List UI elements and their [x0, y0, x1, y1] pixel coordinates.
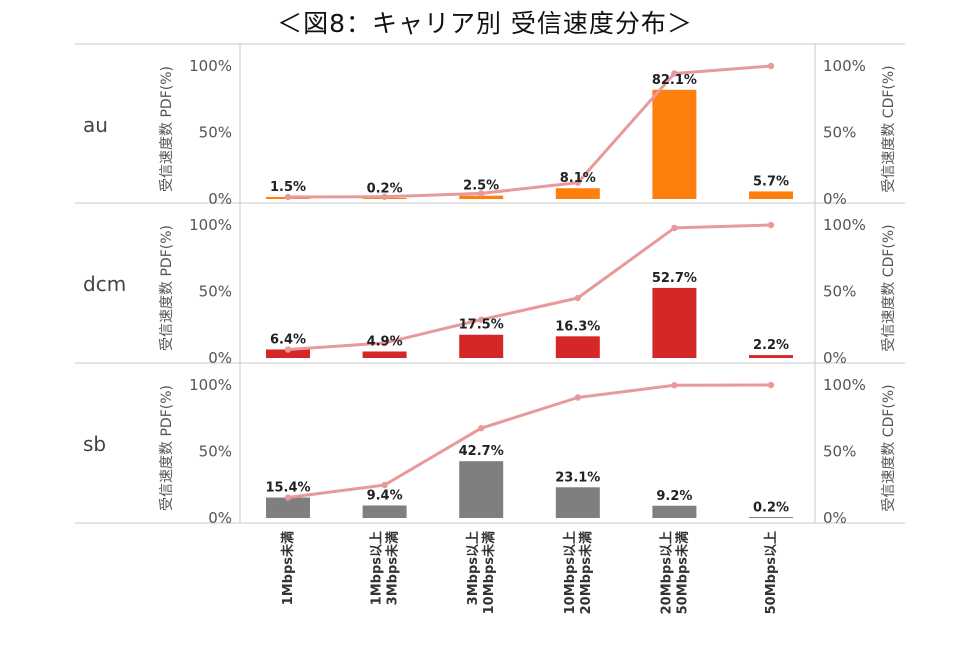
data-label-dcm: 2.2% — [753, 338, 789, 353]
bar-sb — [555, 487, 600, 518]
cdf-point-au — [284, 193, 292, 201]
left-axis-title: 受信速度数 PDF(%) — [159, 66, 175, 192]
left-tick-label: 0% — [208, 349, 232, 367]
data-label-au: 1.5% — [270, 180, 306, 195]
bar-sb — [652, 505, 697, 518]
cdf-point-au — [671, 70, 678, 77]
right-tick-label: 100% — [823, 216, 866, 234]
left-axis-title: 受信速度数 PDF(%) — [159, 225, 175, 351]
left-tick-label: 50% — [199, 124, 232, 142]
data-label-dcm: 4.9% — [367, 334, 403, 349]
cdf-point-sb — [284, 494, 292, 501]
data-label-sb: 9.4% — [367, 488, 403, 503]
right-axis-title: 受信速度数 CDF(%) — [881, 224, 897, 351]
cdf-point-dcm — [574, 294, 581, 302]
panel-label-dcm: dcm — [83, 272, 126, 296]
right-axis-title: 受信速度数 CDF(%) — [881, 384, 897, 511]
cdf-point-au — [381, 193, 388, 200]
bar-dcm — [555, 336, 600, 358]
data-label-dcm: 17.5% — [459, 318, 504, 333]
right-tick-label: 0% — [823, 509, 847, 527]
category-label: 3Mbps以上10Mbps未満 — [466, 531, 497, 614]
data-label-sb: 15.4% — [265, 481, 310, 496]
right-tick-label: 0% — [823, 190, 847, 208]
left-tick-label: 100% — [189, 216, 232, 234]
data-label-sb: 9.2% — [656, 489, 692, 504]
cdf-point-au — [574, 179, 581, 186]
cdf-point-au — [478, 190, 485, 197]
category-label: 20Mbps以上50Mbps未満 — [659, 531, 690, 614]
bar-au — [652, 89, 697, 199]
bar-sb — [362, 505, 407, 518]
data-label-sb: 23.1% — [555, 470, 600, 485]
bar-dcm — [362, 351, 407, 358]
category-label: 10Mbps以上20Mbps未満 — [563, 531, 594, 614]
bar-dcm — [266, 349, 310, 358]
data-label-sb: 0.2% — [753, 501, 789, 516]
cdf-point-au — [767, 62, 775, 70]
left-tick-label: 100% — [189, 57, 232, 75]
bar-sb — [459, 461, 504, 518]
cdf-point-dcm — [478, 316, 485, 323]
category-label: 50Mbps以上 — [764, 531, 779, 614]
data-label-au: 82.1% — [652, 73, 697, 88]
bar-au — [459, 195, 504, 199]
left-tick-label: 50% — [199, 443, 232, 461]
panel-label-sb: sb — [83, 432, 106, 456]
cdf-point-dcm — [284, 346, 292, 353]
left-tick-label: 50% — [199, 283, 232, 301]
category-label: 1Mbps以上3Mbps未満 — [370, 531, 401, 605]
cdf-line-sb — [286, 383, 773, 500]
data-label-au: 8.1% — [560, 171, 596, 186]
bar-dcm — [652, 287, 697, 358]
left-axis-title: 受信速度数 PDF(%) — [159, 385, 175, 511]
data-label-dcm: 52.7% — [652, 271, 697, 286]
cdf-point-dcm — [671, 224, 678, 232]
left-tick-label: 0% — [208, 509, 232, 527]
bar-dcm — [749, 355, 793, 358]
cdf-point-sb — [381, 481, 388, 489]
left-tick-label: 0% — [208, 190, 232, 208]
cdf-line-dcm — [286, 223, 773, 351]
data-label-au: 2.5% — [463, 179, 499, 194]
data-label-au: 0.2% — [367, 182, 403, 197]
right-tick-label: 50% — [823, 443, 856, 461]
right-tick-label: 100% — [823, 376, 866, 394]
panel-label-au: au — [83, 113, 108, 137]
cdf-point-sb — [574, 394, 581, 401]
category-label: 1Mbps未満 — [280, 531, 296, 605]
right-tick-label: 50% — [823, 124, 856, 142]
cdf-point-dcm — [767, 221, 775, 229]
bar-sb — [749, 517, 793, 518]
data-label-sb: 42.7% — [459, 444, 504, 459]
cdf-point-sb — [767, 381, 775, 389]
bar-dcm — [459, 334, 504, 358]
cdf-point-sb — [671, 382, 678, 389]
right-tick-label: 0% — [823, 349, 847, 367]
right-tick-label: 50% — [823, 283, 856, 301]
cdf-point-dcm — [381, 339, 388, 347]
bar-sb — [266, 497, 310, 518]
cdf-line-au — [286, 64, 773, 199]
data-label-dcm: 6.4% — [270, 332, 306, 347]
chart-title: ＜図8：キャリア別 受信速度分布＞ — [277, 9, 693, 38]
data-label-dcm: 16.3% — [555, 319, 600, 334]
bar-au — [749, 191, 793, 199]
right-axis-title: 受信速度数 CDF(%) — [881, 65, 897, 192]
cdf-point-sb — [478, 425, 485, 432]
data-label-au: 5.7% — [753, 174, 789, 189]
bar-au — [555, 188, 600, 199]
left-tick-label: 100% — [189, 376, 232, 394]
right-tick-label: 100% — [823, 57, 866, 75]
